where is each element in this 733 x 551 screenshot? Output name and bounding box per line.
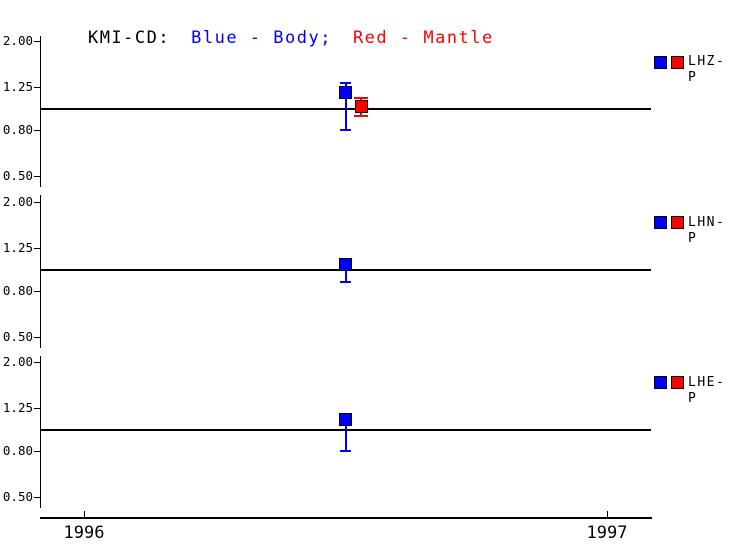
x-axis-tick-label: 1996: [63, 523, 105, 543]
y-axis-tick: [34, 362, 41, 363]
body-wave-marker: [339, 258, 352, 271]
y-axis-tick: [34, 451, 41, 452]
title-station-pair: KMI-CD:: [87, 28, 171, 48]
x-axis-line: [40, 517, 652, 519]
error-bar-cap-bottom: [354, 115, 368, 117]
error-bar: [345, 413, 347, 452]
x-axis-tick: [607, 511, 608, 517]
y-axis-tick-label: 0.80: [2, 283, 33, 298]
error-bar-cap-bottom: [340, 129, 351, 131]
y-axis-line: [40, 356, 41, 508]
mantle-wave-marker: [355, 100, 368, 113]
y-axis-tick: [34, 497, 41, 498]
y-axis-tick: [34, 41, 41, 42]
y-axis-tick-label: 2.00: [2, 33, 33, 48]
y-axis-tick-label: 0.50: [2, 168, 33, 183]
legend-channel-label: LHZ-P: [688, 54, 726, 85]
y-axis-tick: [34, 248, 41, 249]
y-axis-tick-label: 0.80: [2, 122, 33, 137]
error-bar-cap-bottom: [340, 281, 351, 283]
y-axis-tick: [34, 337, 41, 338]
body-wave-marker: [339, 86, 352, 99]
legend-body-swatch: [654, 56, 667, 69]
y-axis-tick: [34, 291, 41, 292]
legend-channel-label: LHN-P: [688, 215, 726, 246]
body-wave-marker: [339, 413, 352, 426]
legend-mantle-swatch: [671, 216, 684, 229]
y-axis-tick-label: 0.50: [2, 329, 33, 344]
y-axis-tick-label: 0.80: [2, 443, 33, 458]
title-mantle-legend: Red - Mantle: [352, 28, 494, 48]
error-bar: [345, 82, 347, 130]
y-axis-line: [40, 36, 41, 187]
y-axis-tick: [34, 202, 41, 203]
y-axis-tick-label: 2.00: [2, 194, 33, 209]
y-axis-tick: [34, 176, 41, 177]
y-axis-line: [40, 195, 41, 348]
error-bar-cap-bottom: [340, 450, 351, 452]
y-axis-tick-label: 1.25: [2, 240, 33, 255]
error-bar-cap-top: [354, 97, 368, 99]
legend-channel-label: LHE-P: [688, 375, 726, 406]
legend-body-swatch: [654, 376, 667, 389]
x-axis-tick: [84, 511, 85, 517]
error-bar-cap-top: [340, 82, 351, 84]
x-axis-tick-label: 1997: [586, 523, 628, 543]
plot-title: KMI-CD: Blue - Body; Red - Mantle: [41, 8, 515, 68]
y-axis-tick-label: 0.50: [2, 489, 33, 504]
y-axis-tick-label: 2.00: [2, 354, 33, 369]
y-axis-tick-label: 1.25: [2, 79, 33, 94]
y-axis-tick: [34, 130, 41, 131]
legend-body-swatch: [654, 216, 667, 229]
y-axis-tick-label: 1.25: [2, 400, 33, 415]
title-body-legend: Blue - Body;: [191, 28, 332, 48]
legend-mantle-swatch: [671, 376, 684, 389]
y-axis-tick: [34, 87, 41, 88]
y-axis-tick: [34, 408, 41, 409]
legend-mantle-swatch: [671, 56, 684, 69]
